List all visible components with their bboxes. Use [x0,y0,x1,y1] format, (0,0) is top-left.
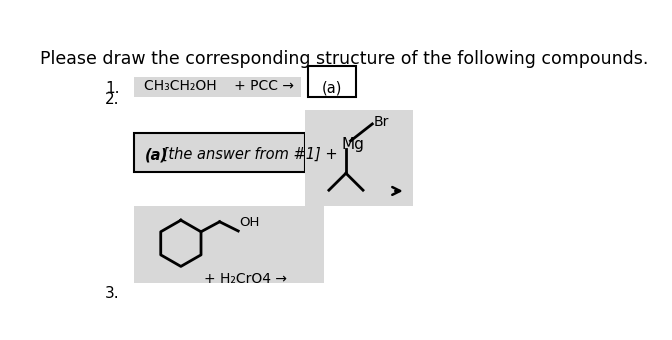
Bar [134,206,325,283]
Bar [308,66,356,97]
Bar [134,77,301,97]
Bar [134,133,305,172]
Text: (a): (a) [322,81,342,96]
Text: Mg: Mg [341,137,364,152]
Text: + H₂CrO4 →: + H₂CrO4 → [204,272,287,286]
Text: CH₃CH₂OH    + PCC →: CH₃CH₂OH + PCC → [144,79,294,93]
Text: Please draw the corresponding structure of the following compounds.: Please draw the corresponding structure … [40,50,648,68]
Text: OH: OH [239,216,259,229]
Text: [the answer from #1] +: [the answer from #1] + [159,147,338,162]
Text: (a): (a) [144,147,167,162]
Text: Br: Br [374,115,389,130]
Bar [305,110,413,206]
Text: 3.: 3. [105,286,120,301]
Text: 1.: 1. [105,81,120,96]
Text: 2.: 2. [105,92,120,107]
